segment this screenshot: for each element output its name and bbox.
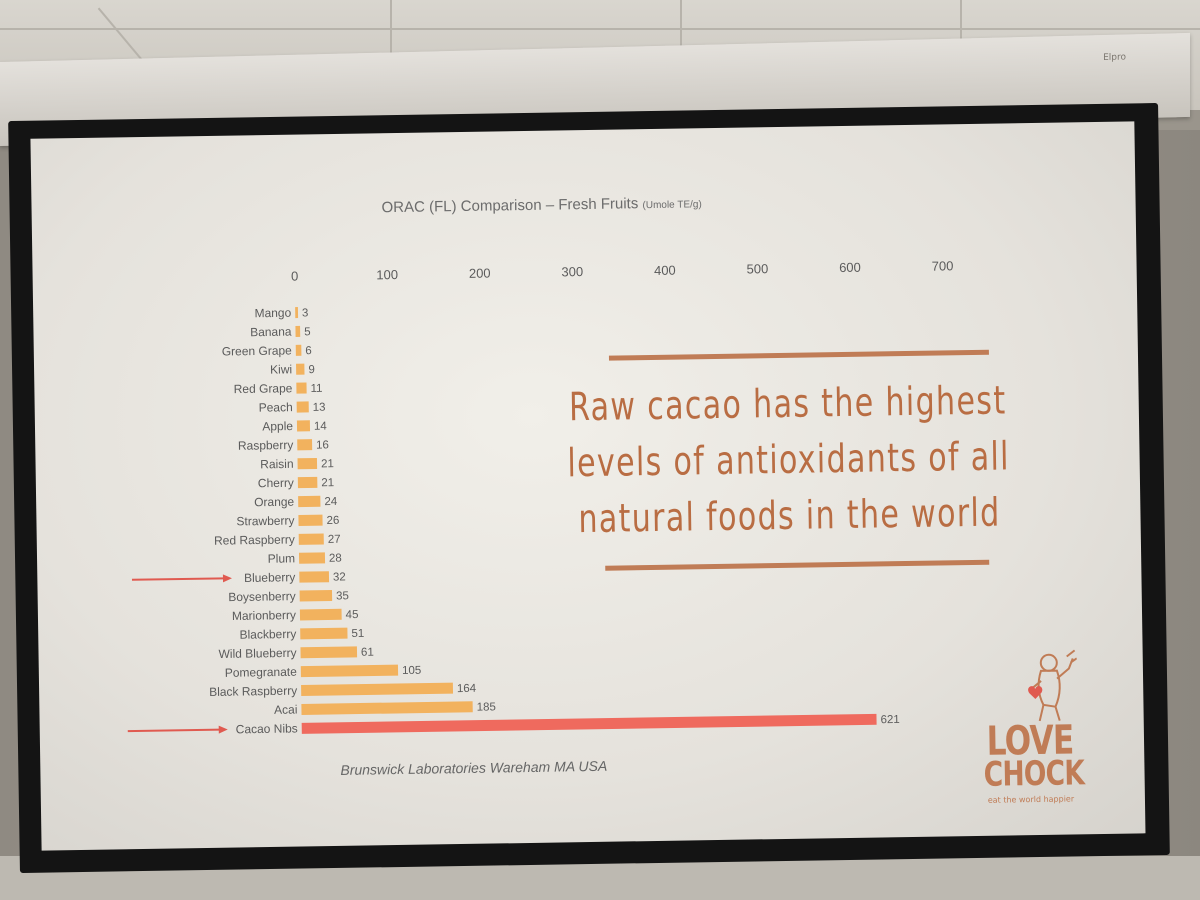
value-label: 14 — [314, 421, 328, 433]
value-label: 621 — [880, 714, 899, 726]
logo-tagline: eat the world happier — [987, 794, 1075, 805]
category-label: Cacao Nibs — [236, 721, 298, 736]
value-label: 51 — [351, 628, 364, 640]
category-label: Strawberry — [236, 514, 294, 529]
value-label: 105 — [402, 665, 421, 677]
category-label: Red Grape — [234, 381, 293, 396]
value-label: 21 — [321, 458, 334, 470]
bar — [295, 344, 302, 356]
value-label: 24 — [324, 496, 338, 508]
bar — [298, 533, 324, 545]
x-tick-label: 500 — [746, 261, 768, 276]
category-label: Marionberry — [232, 608, 296, 623]
ceiling-tile-seam — [680, 0, 682, 60]
value-label: 16 — [316, 439, 329, 451]
category-label: Kiwi — [270, 362, 292, 376]
category-label: Raspberry — [238, 438, 294, 453]
bar — [295, 307, 299, 319]
value-label: 61 — [361, 647, 374, 659]
pointer-arrowhead — [218, 725, 228, 734]
category-label: Blueberry — [244, 570, 296, 585]
value-label: 3 — [302, 307, 309, 319]
bar — [300, 627, 348, 640]
x-tick-label: 600 — [839, 260, 861, 275]
value-label: 6 — [305, 345, 312, 357]
category-label: Plum — [268, 551, 296, 565]
pointer-arrow — [127, 728, 220, 733]
category-label: Mango — [254, 306, 291, 321]
category-label: Wild Blueberry — [218, 646, 296, 661]
bar — [295, 325, 301, 337]
bar — [300, 646, 358, 659]
category-label: Raisin — [260, 457, 294, 472]
housing-brand: Elpro — [1103, 52, 1126, 64]
value-label: 27 — [328, 534, 341, 546]
headline-line: Raw cacao has the highest — [568, 378, 1007, 431]
value-label: 45 — [346, 609, 359, 621]
headline-line: levels of antioxidants of all — [567, 434, 1011, 487]
love-chock-logo: LOVE CHOCK eat the world happier — [969, 648, 1092, 820]
x-tick-label: 300 — [561, 264, 583, 279]
bar — [299, 590, 333, 602]
bar — [296, 382, 307, 394]
bar — [297, 457, 318, 470]
value-label: 11 — [310, 383, 322, 395]
category-label: Acai — [274, 703, 298, 717]
category-label: Pomegranate — [225, 665, 298, 680]
value-label: 164 — [457, 683, 477, 695]
projector-screen: ORAC (FL) Comparison – Fresh Fruits (Umo… — [8, 103, 1170, 873]
value-label: 28 — [329, 553, 342, 565]
x-tick-label: 100 — [376, 267, 398, 282]
value-label: 35 — [336, 590, 349, 602]
bar — [296, 363, 305, 375]
bar — [296, 420, 311, 432]
bar — [296, 401, 309, 413]
category-label: Peach — [259, 400, 293, 415]
bar — [297, 476, 318, 489]
bar — [301, 713, 877, 734]
value-label: 185 — [477, 701, 496, 713]
ceiling-tile-seam — [390, 0, 392, 60]
headline: Raw cacao has the highest levels of anti… — [525, 373, 1052, 549]
bar — [299, 571, 330, 583]
category-label: Cherry — [258, 476, 294, 491]
value-label: 21 — [321, 477, 334, 489]
bar — [297, 439, 313, 451]
category-label: Orange — [254, 495, 295, 510]
category-label: Green Grape — [222, 343, 293, 358]
logo-chock: CHOCK — [983, 753, 1085, 795]
pointer-arrow — [131, 577, 224, 581]
bar — [301, 701, 473, 715]
bar — [300, 664, 399, 678]
value-label: 26 — [326, 515, 339, 527]
cacao-figure-icon — [1028, 649, 1078, 722]
category-label: Boysenberry — [228, 589, 296, 604]
bar — [298, 495, 321, 508]
pointer-arrowhead — [222, 574, 232, 583]
x-tick-label: 200 — [469, 266, 491, 281]
category-label: Blackberry — [239, 627, 296, 642]
bar — [301, 682, 454, 697]
value-label: 32 — [333, 571, 346, 583]
x-tick-label: 0 — [291, 269, 298, 284]
presentation-slide: ORAC (FL) Comparison – Fresh Fruits (Umo… — [30, 121, 1146, 851]
category-label: Black Raspberry — [209, 684, 297, 699]
value-label: 9 — [308, 364, 315, 376]
category-label: Red Raspberry — [214, 532, 295, 547]
value-label: 13 — [313, 402, 326, 414]
bar — [298, 552, 326, 564]
ceiling-tile-seam — [0, 28, 1200, 30]
category-label: Banana — [250, 325, 292, 340]
bar-chart: 0 100 200 300 400 500 600 700 Mango 3 Banana 5 Green… — [127, 258, 954, 736]
ceiling-tile-seam — [960, 0, 962, 55]
ceiling-tile-seam — [97, 7, 145, 63]
category-label: Apple — [262, 419, 293, 433]
bar — [299, 608, 342, 621]
x-tick-label: 700 — [932, 258, 954, 273]
headline-line: natural foods in the world — [578, 490, 1001, 543]
x-tick-label: 400 — [654, 263, 676, 278]
bar — [298, 514, 323, 526]
value-label: 5 — [304, 326, 311, 338]
